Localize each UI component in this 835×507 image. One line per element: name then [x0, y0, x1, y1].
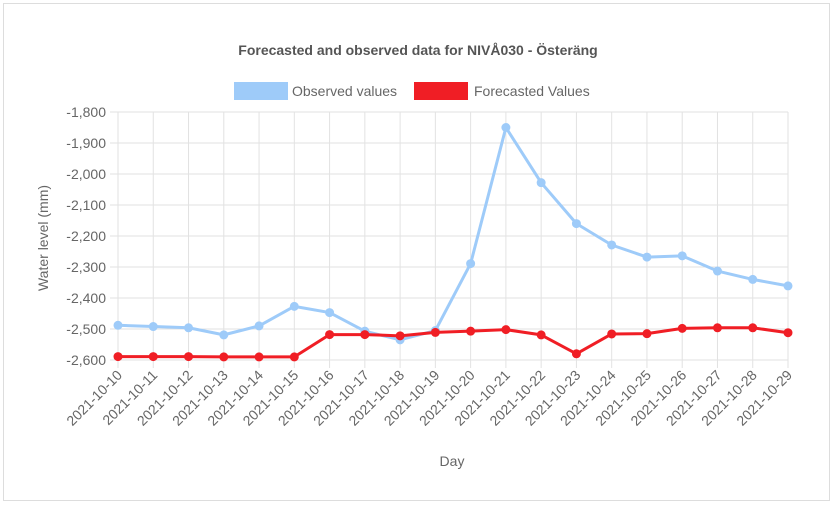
data-point[interactable]: [430, 327, 440, 337]
data-point[interactable]: [607, 329, 617, 339]
data-point[interactable]: [536, 330, 546, 340]
series-observed: [113, 123, 793, 345]
x-axis-ticks: 2021-10-102021-10-112021-10-122021-10-13…: [63, 367, 795, 429]
data-point[interactable]: [712, 266, 722, 276]
data-point[interactable]: [607, 240, 617, 250]
legend-swatch: [414, 82, 468, 100]
series-layer: [113, 123, 793, 362]
data-point[interactable]: [184, 323, 194, 333]
legend-label: Forecasted Values: [474, 83, 590, 99]
data-point[interactable]: [677, 323, 687, 333]
data-point[interactable]: [748, 274, 758, 284]
y-axis-ticks: -1,800 -1,900 -2,000 -2,100 -2,200 -2,300 -2,4…: [66, 104, 106, 368]
y-tick-label: -2,100: [66, 197, 106, 213]
y-tick-label: -2,400: [66, 290, 106, 306]
data-point[interactable]: [219, 352, 229, 362]
data-point[interactable]: [466, 259, 476, 269]
series-line: [118, 326, 789, 359]
data-point[interactable]: [148, 352, 158, 362]
data-point[interactable]: [184, 352, 194, 362]
y-tick-label: -2,500: [66, 321, 106, 337]
y-tick-label: -2,300: [66, 259, 106, 275]
x-axis-label: Day: [440, 453, 465, 469]
data-point[interactable]: [501, 123, 511, 132]
y-tick-label: -2,600: [66, 352, 106, 368]
chart-legend: Observed values Forecasted Values: [234, 82, 590, 100]
series-forecasted: [113, 323, 793, 362]
series-line: [117, 126, 789, 342]
data-point[interactable]: [712, 323, 722, 333]
data-point[interactable]: [571, 349, 581, 359]
data-point[interactable]: [325, 330, 335, 340]
y-tick-label: -2,200: [66, 228, 106, 244]
data-point[interactable]: [289, 352, 299, 362]
y-tick-label: -1,900: [66, 135, 106, 151]
legend-item[interactable]: Observed values: [234, 82, 397, 100]
data-point[interactable]: [113, 352, 123, 362]
legend-item[interactable]: Forecasted Values: [414, 82, 590, 100]
y-tick-label: -2,000: [66, 166, 106, 182]
data-point[interactable]: [466, 326, 476, 336]
data-point[interactable]: [536, 178, 546, 188]
data-point[interactable]: [325, 308, 335, 318]
legend-label: Observed values: [292, 83, 397, 99]
chart-title: Forecasted and observed data for NIVÅ030…: [238, 42, 597, 58]
y-tick-label: -1,800: [66, 104, 106, 120]
data-point[interactable]: [219, 330, 229, 340]
data-point[interactable]: [501, 325, 511, 335]
data-point[interactable]: [571, 219, 581, 229]
data-point[interactable]: [360, 330, 370, 340]
data-point[interactable]: [783, 328, 793, 338]
data-point[interactable]: [677, 251, 687, 261]
data-point[interactable]: [642, 329, 652, 339]
data-point[interactable]: [254, 321, 264, 331]
data-point[interactable]: [289, 301, 299, 311]
data-point[interactable]: [113, 320, 123, 330]
data-point[interactable]: [748, 323, 758, 333]
data-point[interactable]: [254, 352, 264, 362]
data-point[interactable]: [783, 281, 793, 291]
data-point[interactable]: [148, 322, 158, 332]
y-axis-label: Water level (mm): [35, 185, 51, 291]
data-point[interactable]: [642, 252, 652, 262]
legend-swatch: [234, 82, 288, 100]
data-point[interactable]: [395, 331, 405, 341]
